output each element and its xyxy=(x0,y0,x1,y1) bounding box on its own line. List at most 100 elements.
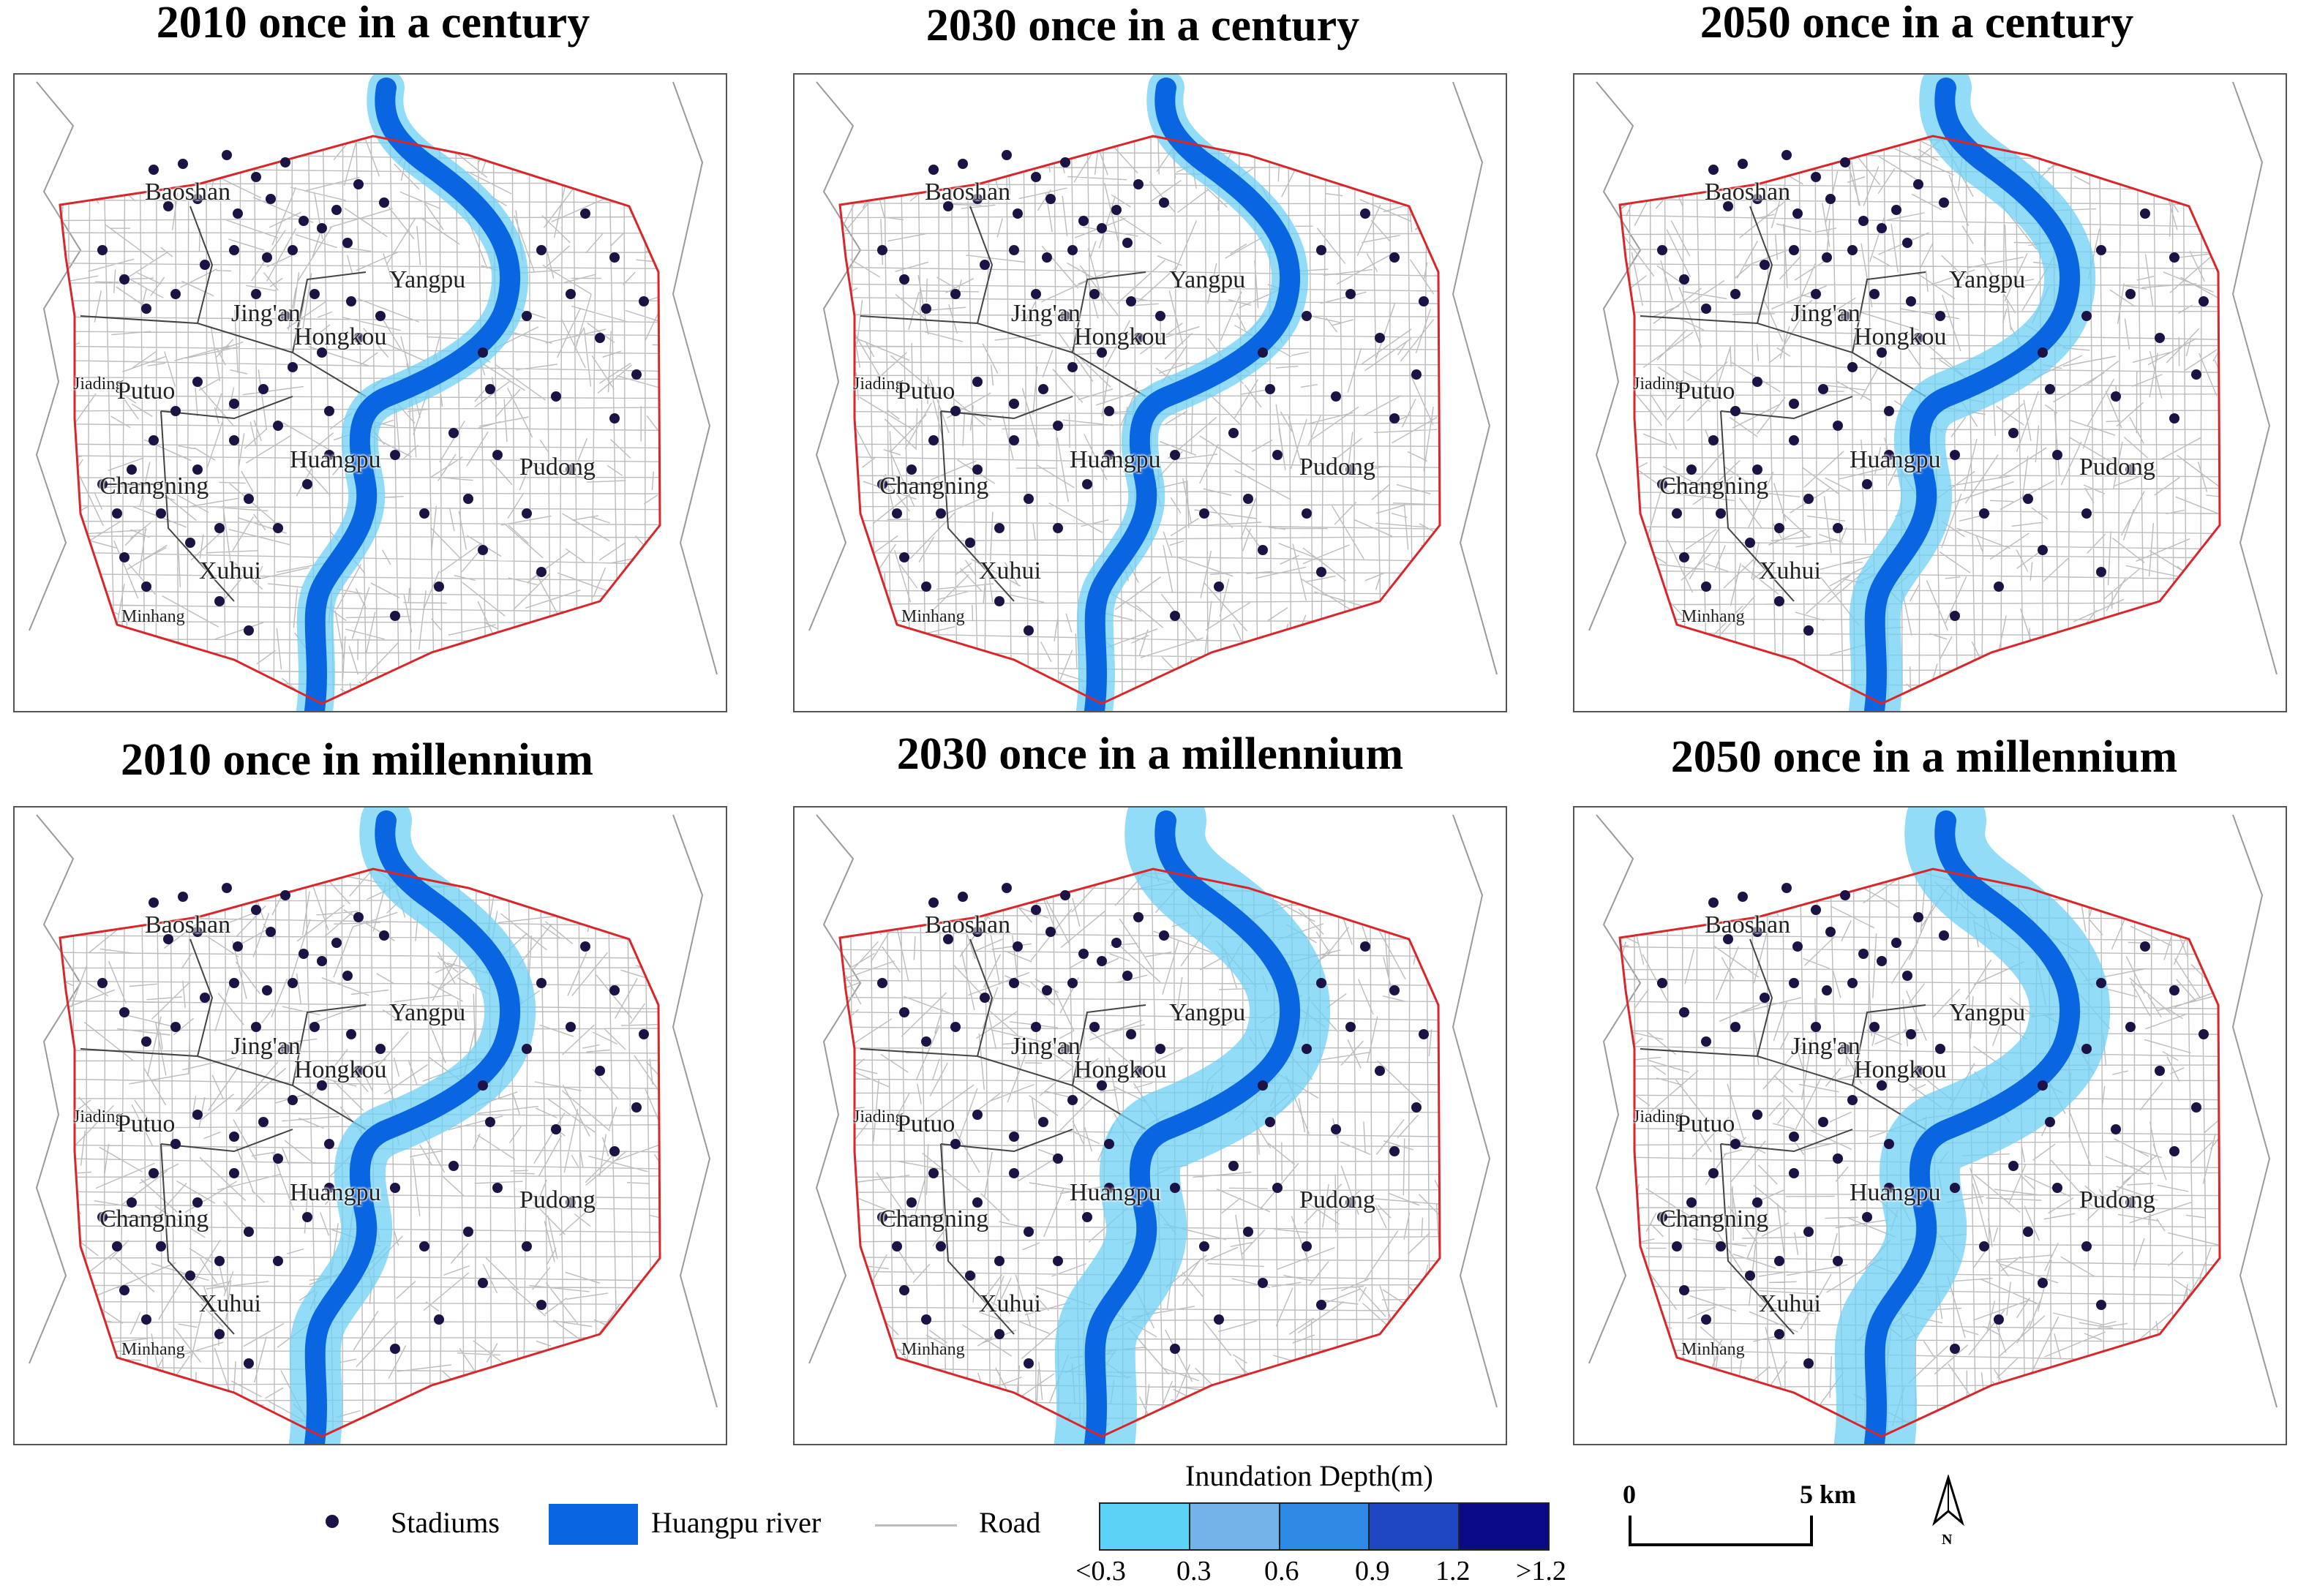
district-label: Changning xyxy=(879,1205,989,1232)
admin-boundary-lines xyxy=(29,814,718,1408)
stadium-point xyxy=(273,523,283,533)
stadium-point xyxy=(877,1212,887,1222)
stadium-point xyxy=(1833,1153,1843,1164)
stadium-point xyxy=(1024,494,1034,504)
huangpu-river xyxy=(1864,78,2081,711)
stadium-point xyxy=(251,289,261,299)
stadium-point xyxy=(1104,1183,1114,1193)
stadium-point xyxy=(2081,508,2092,519)
stadium-point xyxy=(1111,205,1122,215)
stadium-point xyxy=(958,159,968,169)
stadium-point xyxy=(1884,1139,1894,1149)
stadium-point xyxy=(972,1197,983,1208)
stadium-point xyxy=(262,252,272,263)
stadium-point xyxy=(2052,1183,2062,1193)
stadium-point xyxy=(390,450,400,460)
stadium-point xyxy=(185,538,195,548)
stadium-point xyxy=(258,1117,269,1127)
district-label: Xuhui xyxy=(979,1290,1041,1317)
stadium-point xyxy=(1009,245,1019,255)
map-panel-6: Baoshan Yangpu Jing'an Hongkou Jiading Putuo H… xyxy=(1573,806,2287,1445)
stadium-point xyxy=(1078,216,1089,226)
district-label: Yangpu xyxy=(1949,999,2026,1026)
district-label: Jing'an xyxy=(1791,300,1860,327)
stadium-point xyxy=(1701,1036,1711,1047)
stadium-point xyxy=(1375,1066,1385,1076)
stadium-point xyxy=(251,172,261,182)
district-label: Hongkou xyxy=(1074,1056,1167,1083)
stadium-point xyxy=(1708,435,1719,445)
stadium-point xyxy=(492,450,503,460)
map-panel-4: Baoshan Yangpu Jing'an Hongkou Jiading Putuo H… xyxy=(13,806,727,1445)
stadium-point xyxy=(1159,197,1169,208)
stadium-point xyxy=(1869,289,1880,299)
stadium-point xyxy=(170,1139,181,1149)
stadium-point xyxy=(353,179,364,189)
stadium-point xyxy=(1913,912,1923,922)
stadium-point xyxy=(379,930,389,941)
district-label: Baoshan xyxy=(145,178,231,206)
district-label: Minhang xyxy=(1681,1340,1745,1359)
stadium-point xyxy=(1840,157,1850,167)
depth-tick-2: 0.3 xyxy=(1176,1556,1212,1586)
stadium-point xyxy=(1272,450,1283,460)
district-label: Pudong xyxy=(519,1186,596,1213)
district-label: Hongkou xyxy=(1074,323,1167,350)
stadium-point xyxy=(1811,289,1821,299)
stadium-point xyxy=(379,197,389,208)
district-label: Xuhui xyxy=(979,557,1041,584)
stadium-point xyxy=(448,428,459,438)
stadium-point xyxy=(1053,523,1063,533)
district-label: Hongkou xyxy=(294,323,387,350)
stadium-point xyxy=(1060,890,1070,900)
stadium-point xyxy=(112,1241,122,1251)
huangpu-river xyxy=(304,78,521,711)
stadium-point xyxy=(1082,1212,1092,1222)
stadium-point xyxy=(1345,1022,1356,1032)
panel-title-6: 2050 once in a millennium xyxy=(1670,732,2178,782)
stadium-point xyxy=(580,941,590,952)
stadium-point xyxy=(1935,311,1945,321)
huangpu-river xyxy=(1084,810,1301,1444)
stadium-point xyxy=(192,377,203,387)
stadium-point xyxy=(280,890,290,900)
stadium-point xyxy=(478,1080,488,1091)
stadium-point xyxy=(2038,347,2048,358)
district-label: Putuo xyxy=(897,1110,955,1137)
stadium-point xyxy=(1869,1022,1880,1032)
stadium-point xyxy=(921,581,931,592)
stadium-point xyxy=(273,1256,283,1266)
stadium-point xyxy=(1265,384,1275,394)
stadium-point xyxy=(119,552,129,562)
admin-boundary-lines xyxy=(808,814,1498,1408)
stadium-point xyxy=(1060,157,1070,167)
stadium-point xyxy=(1345,464,1356,475)
legend-road-line xyxy=(875,1524,957,1527)
stadium-point xyxy=(921,1314,931,1325)
stadium-point xyxy=(1228,428,1239,438)
stadium-point xyxy=(943,934,953,944)
stadium-point xyxy=(178,892,188,902)
city-boundary xyxy=(1618,135,2221,705)
stadium-point xyxy=(609,252,620,263)
stadium-point xyxy=(233,208,243,219)
district-label: Minhang xyxy=(1681,607,1745,626)
stadium-point xyxy=(1979,508,1989,519)
stadium-point xyxy=(1389,1146,1400,1156)
stadium-point xyxy=(1679,274,1689,285)
stadium-point xyxy=(309,1022,320,1032)
stadium-point xyxy=(1847,362,1858,372)
stadium-point xyxy=(1024,1358,1034,1369)
stadium-point xyxy=(1258,1080,1268,1091)
district-label: Minhang xyxy=(121,1340,185,1359)
stadium-point xyxy=(1060,311,1070,321)
stadium-point xyxy=(1994,581,2004,592)
stadium-point xyxy=(1159,930,1169,941)
stadium-point xyxy=(1316,978,1326,988)
huangpu-river xyxy=(304,810,521,1444)
depth-swatch-1 xyxy=(1100,1504,1190,1549)
depth-tick-3: 0.6 xyxy=(1264,1556,1299,1586)
stadium-point xyxy=(609,1146,620,1156)
stadium-point xyxy=(1950,611,1960,621)
stadium-point xyxy=(2125,289,2136,299)
